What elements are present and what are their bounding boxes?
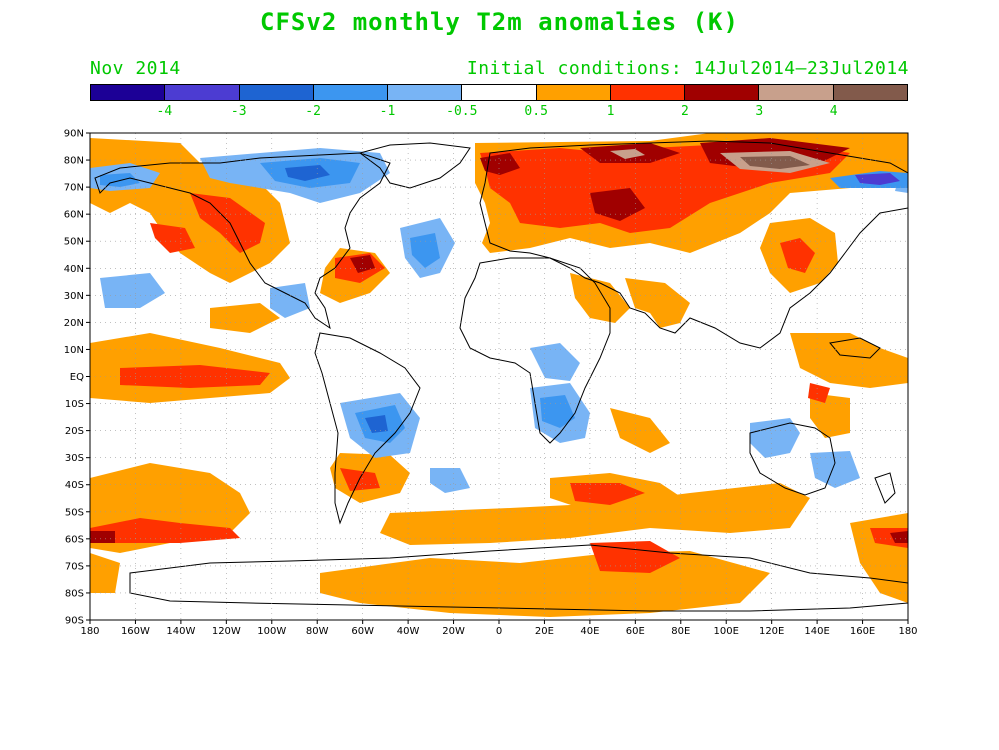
- colorbar-swatch: [313, 85, 389, 100]
- x-tick-label: 100W: [257, 626, 286, 637]
- x-tick-label: 80W: [306, 626, 329, 637]
- y-tick-label: 60S: [65, 534, 84, 545]
- colorbar-swatch: [759, 85, 834, 100]
- y-tick-label: 40N: [64, 264, 84, 275]
- colorbar-tick-label: -1: [379, 104, 396, 119]
- colorbar-tick-label: 3: [755, 104, 764, 119]
- x-tick-label: 180: [898, 626, 917, 637]
- y-tick-label: 90N: [64, 129, 84, 140]
- x-tick-label: 40E: [580, 626, 599, 637]
- colorbar-swatch: [536, 85, 611, 100]
- x-tick-label: 120E: [759, 626, 784, 637]
- colorbar-tick-label: 0.5: [524, 104, 548, 119]
- x-tick-label: 140W: [166, 626, 195, 637]
- y-tick-label: EQ: [70, 372, 84, 383]
- colorbar-tick-label: -2: [305, 104, 321, 119]
- x-tick-label: 0: [496, 626, 502, 637]
- colorbar-tick-label: 1: [606, 104, 615, 119]
- x-tick-label: 60W: [351, 626, 374, 637]
- x-tick-label: 160E: [850, 626, 875, 637]
- colorbar: [90, 84, 908, 101]
- y-tick-label: 80N: [64, 156, 84, 167]
- y-tick-label: 30N: [64, 291, 84, 302]
- colorbar-swatch: [833, 85, 907, 100]
- chart-title: CFSv2 monthly T2m anomalies (K): [260, 8, 739, 36]
- colorbar-swatch: [388, 85, 463, 100]
- x-tick-label: 140E: [804, 626, 829, 637]
- colorbar-tick-label: -3: [230, 104, 247, 119]
- initial-conditions: Initial conditions: 14Jul2014–23Jul2014: [466, 58, 909, 79]
- world-map: 90N 80N 70N 60N 50N 40N 30N 20N 10N EQ 10S 20S 30S 40…: [64, 129, 918, 638]
- y-tick-label: 40S: [65, 480, 84, 491]
- anomaly-contours-brown: [610, 149, 830, 173]
- x-tick-label: 160W: [121, 626, 150, 637]
- anomaly-field: [90, 133, 908, 617]
- y-tick-label: 80S: [65, 588, 84, 599]
- colorbar-swatch: [685, 85, 760, 100]
- y-tick-label: 50S: [65, 507, 84, 518]
- colorbar-tick-label: 4: [829, 104, 838, 119]
- y-tick-label: 20N: [64, 318, 84, 329]
- colorbar-swatch: [462, 85, 537, 100]
- colorbar-swatch: [165, 85, 240, 100]
- y-tick-label: 10S: [65, 399, 84, 410]
- x-tick-label: 60E: [626, 626, 645, 637]
- y-tick-label: 20S: [65, 426, 84, 437]
- colorbar-swatch: [239, 85, 314, 100]
- x-axis: 180 160W 140W 120W 100W 80W 60W 40W 20W 0 20E 40E 60…: [80, 620, 918, 637]
- x-tick-label: 100E: [714, 626, 739, 637]
- x-tick-label: 180: [80, 626, 99, 637]
- colorbar-swatch: [610, 85, 686, 100]
- x-tick-label: 120W: [212, 626, 241, 637]
- y-tick-label: 70S: [65, 561, 84, 572]
- anomaly-contours-darkblue: [285, 165, 900, 433]
- x-tick-label: 20W: [442, 626, 465, 637]
- y-tick-label: 90S: [65, 616, 84, 627]
- y-axis: 90N 80N 70N 60N 50N 40N 30N 20N 10N EQ 10S 20S 30S 40…: [64, 129, 90, 627]
- y-tick-label: 10N: [64, 345, 84, 356]
- coastlines: [94, 140, 908, 612]
- colorbar-tick-label: -0.5: [446, 104, 478, 119]
- y-tick-label: 70N: [64, 183, 84, 194]
- colorbar-tick-label: -4: [156, 104, 173, 119]
- colorbar-tick-labels: -4 -3 -2 -1 -0.5 0.5 1 2 3 4: [90, 104, 908, 120]
- x-tick-label: 20E: [535, 626, 554, 637]
- y-tick-label: 30S: [65, 453, 84, 464]
- valid-month: Nov 2014: [90, 58, 181, 79]
- colorbar-swatch: [91, 85, 166, 100]
- x-tick-label: 80E: [671, 626, 690, 637]
- y-tick-label: 50N: [64, 237, 84, 248]
- gridlines: [90, 133, 908, 620]
- x-tick-label: 40W: [397, 626, 420, 637]
- y-tick-label: 60N: [64, 210, 84, 221]
- colorbar-tick-label: 2: [680, 104, 689, 119]
